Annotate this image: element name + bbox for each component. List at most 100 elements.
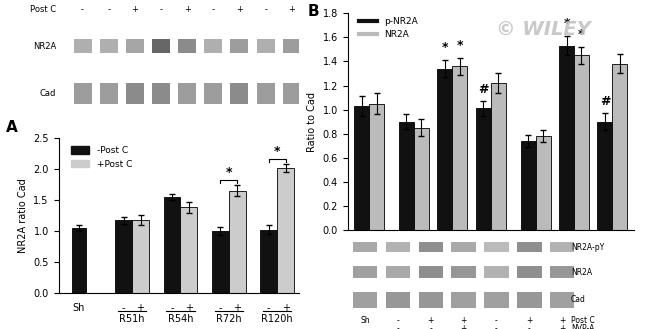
Bar xyxy=(231,83,248,104)
Text: +: + xyxy=(233,303,241,313)
Bar xyxy=(231,39,248,53)
Bar xyxy=(419,242,443,252)
Legend: p-NR2A, NR2A: p-NR2A, NR2A xyxy=(355,13,421,43)
Bar xyxy=(353,292,377,308)
Text: -: - xyxy=(170,303,174,313)
Bar xyxy=(385,242,410,252)
Bar xyxy=(484,292,509,308)
Text: +: + xyxy=(559,316,566,325)
Text: -: - xyxy=(218,303,222,313)
Text: Sh: Sh xyxy=(360,316,370,325)
Text: -: - xyxy=(81,5,84,14)
Text: #: # xyxy=(478,83,489,96)
Text: Post C: Post C xyxy=(30,5,56,14)
Bar xyxy=(260,230,277,293)
Text: +: + xyxy=(559,324,566,329)
Text: -: - xyxy=(159,5,162,14)
Bar xyxy=(99,83,118,104)
Text: +: + xyxy=(131,5,138,14)
Text: +: + xyxy=(428,316,434,325)
Bar xyxy=(517,292,541,308)
Text: Post C: Post C xyxy=(571,316,595,325)
Text: *: * xyxy=(578,28,585,41)
Bar xyxy=(419,266,443,278)
Bar xyxy=(115,220,132,293)
Bar xyxy=(419,292,443,308)
Bar xyxy=(257,83,275,104)
Bar xyxy=(277,168,294,293)
Text: +: + xyxy=(185,303,193,313)
Bar xyxy=(414,128,429,230)
Bar xyxy=(484,242,509,252)
Bar xyxy=(73,83,92,104)
Bar xyxy=(353,242,377,252)
Bar xyxy=(574,55,589,230)
Bar xyxy=(452,242,476,252)
Bar xyxy=(437,69,452,230)
Bar xyxy=(452,292,476,308)
Bar xyxy=(204,39,222,53)
Text: NVP-A: NVP-A xyxy=(571,324,594,329)
Text: -: - xyxy=(429,324,432,329)
Bar xyxy=(212,231,229,293)
Text: *: * xyxy=(456,39,463,52)
Text: -: - xyxy=(396,316,399,325)
Bar xyxy=(399,122,414,230)
Bar xyxy=(204,83,222,104)
Bar xyxy=(99,39,118,53)
Text: -: - xyxy=(495,316,498,325)
Text: +: + xyxy=(289,5,295,14)
Text: *: * xyxy=(564,17,570,30)
Text: -: - xyxy=(212,5,214,14)
Text: *: * xyxy=(274,145,280,158)
Bar xyxy=(178,39,196,53)
Text: -: - xyxy=(495,324,498,329)
Bar xyxy=(369,104,384,230)
Text: -: - xyxy=(122,303,125,313)
Text: +: + xyxy=(460,324,467,329)
Text: NR2A: NR2A xyxy=(33,42,56,51)
Bar xyxy=(484,266,509,278)
Text: R51h: R51h xyxy=(120,315,145,324)
Text: Cad: Cad xyxy=(571,295,586,304)
Text: -: - xyxy=(396,324,399,329)
Bar xyxy=(476,109,491,230)
Bar xyxy=(283,39,301,53)
Bar xyxy=(517,266,541,278)
Text: -: - xyxy=(107,5,110,14)
Bar xyxy=(72,228,86,293)
Bar xyxy=(126,39,144,53)
Text: *: * xyxy=(441,41,448,54)
Text: +: + xyxy=(281,303,290,313)
Y-axis label: NR2A ratio Cad: NR2A ratio Cad xyxy=(18,178,28,253)
Text: -: - xyxy=(267,303,270,313)
Bar xyxy=(353,266,377,278)
Text: NR2A-pY: NR2A-pY xyxy=(571,243,604,252)
Text: Sh: Sh xyxy=(73,303,85,313)
Bar xyxy=(73,39,92,53)
Bar xyxy=(536,136,551,230)
Y-axis label: Ratio to Cad: Ratio to Cad xyxy=(307,92,317,152)
Bar xyxy=(152,83,170,104)
Text: +: + xyxy=(136,303,144,313)
Bar xyxy=(521,141,536,230)
Text: B: B xyxy=(307,5,319,19)
Bar xyxy=(283,83,301,104)
Bar xyxy=(229,191,246,293)
Text: +: + xyxy=(236,5,243,14)
Text: NR2A: NR2A xyxy=(571,268,592,277)
Text: +: + xyxy=(460,316,467,325)
Bar xyxy=(181,208,198,293)
Text: -: - xyxy=(264,5,267,14)
Bar xyxy=(597,122,612,230)
Bar xyxy=(452,266,476,278)
Bar xyxy=(452,66,467,230)
Bar xyxy=(354,106,369,230)
Bar xyxy=(612,64,627,230)
Bar xyxy=(385,292,410,308)
Bar xyxy=(152,39,170,53)
Text: A: A xyxy=(6,120,18,135)
Bar xyxy=(550,292,575,308)
Text: +: + xyxy=(184,5,190,14)
Text: R72h: R72h xyxy=(216,315,242,324)
